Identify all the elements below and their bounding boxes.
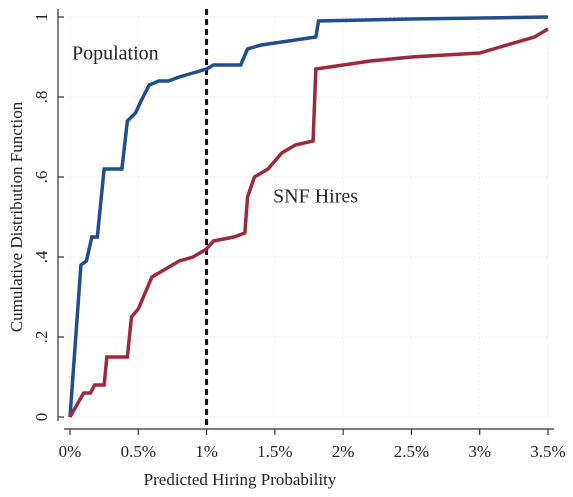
y-tick-label: .8 [32,91,51,104]
y-tick-label: 0 [32,413,51,422]
y-tick-label: .2 [32,331,51,344]
x-tick-label: 0.5% [121,442,156,461]
x-tick-label: 2% [332,442,355,461]
series-annotation: Population [72,43,159,65]
x-tick-label: 1.5% [257,442,292,461]
x-tick-label: 2.5% [394,442,429,461]
x-tick-label: 0% [59,442,82,461]
y-tick-label: .6 [32,171,51,184]
series-line [68,27,549,418]
series-annotation: SNF Hires [273,186,358,208]
x-tick-label: 3% [468,442,491,461]
y-tick-label: 1 [32,13,51,22]
y-axis-label: Cumulative Distribution Function [7,101,26,332]
x-axis-label: Predicted Hiring Probability [144,470,337,489]
x-tick-label: 1% [195,442,218,461]
y-tick-label: .4 [32,250,51,263]
x-tick-label: 3.5% [530,442,565,461]
series-line [68,15,549,418]
